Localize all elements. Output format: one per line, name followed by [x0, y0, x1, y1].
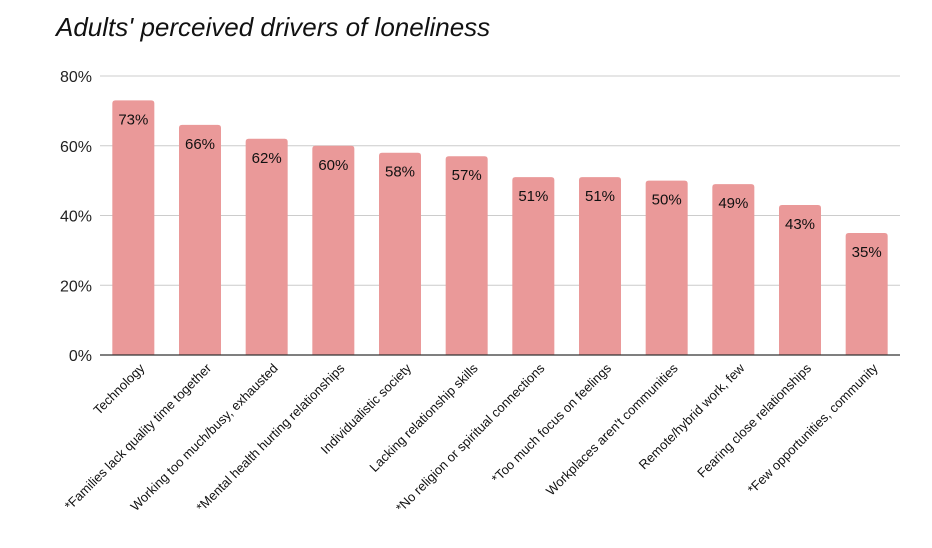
data-label: 51%: [585, 188, 615, 205]
bar: [312, 145, 355, 355]
chart-title: Adults' perceived drivers of loneliness: [56, 12, 491, 42]
bar: [179, 124, 221, 355]
data-label: 43%: [785, 216, 815, 233]
y-tick-label: 40%: [60, 209, 92, 226]
data-label: 73%: [118, 111, 148, 128]
data-label: 49%: [718, 195, 748, 212]
data-label: 50%: [652, 192, 682, 209]
y-axis-tick-labels: 0% 20% 40% 60% 80%: [60, 69, 92, 365]
data-label: 60%: [318, 157, 348, 174]
data-label: 35%: [852, 244, 882, 261]
category-label: *No religion or spiritual connections: [393, 360, 548, 515]
category-label: Workplaces aren't communities: [543, 360, 681, 498]
bar: [379, 152, 421, 355]
bars: [112, 100, 888, 355]
category-label: *Mental health hurting relationships: [193, 360, 348, 515]
bar: [712, 184, 755, 355]
data-labels: 73% 66% 62% 60% 58% 57% 51% 51% 50% 49% 43% 35%: [118, 111, 881, 261]
data-label: 51%: [518, 188, 548, 205]
data-label: 58%: [385, 164, 415, 181]
bar: [512, 177, 555, 355]
category-label: *Families lack quality time together: [61, 360, 214, 513]
y-tick-label: 20%: [60, 278, 92, 295]
category-label: *Too much focus on feelings: [489, 360, 615, 486]
y-tick-label: 0%: [69, 348, 92, 365]
y-tick-label: 80%: [60, 69, 92, 86]
category-label: Working too much/busy, exhausted: [127, 361, 280, 514]
category-label: Lacking relationship skills: [366, 360, 481, 475]
bar: [579, 177, 621, 355]
bar: [245, 138, 288, 355]
data-label: 57%: [452, 167, 482, 184]
category-label: Technology: [90, 360, 147, 417]
gridlines: [100, 75, 900, 286]
category-label: *Few opportunities, community: [744, 360, 881, 497]
bar: [779, 205, 821, 355]
category-label: Fearing close relationships: [694, 360, 814, 480]
bar: [645, 180, 688, 355]
bar: [112, 100, 155, 355]
x-axis-category-labels: Technology*Families lack quality time to…: [61, 360, 881, 515]
data-label: 62%: [252, 150, 282, 167]
y-tick-label: 60%: [60, 139, 92, 156]
bar: [445, 156, 488, 355]
bar: [845, 232, 888, 355]
data-label: 66%: [185, 136, 215, 153]
